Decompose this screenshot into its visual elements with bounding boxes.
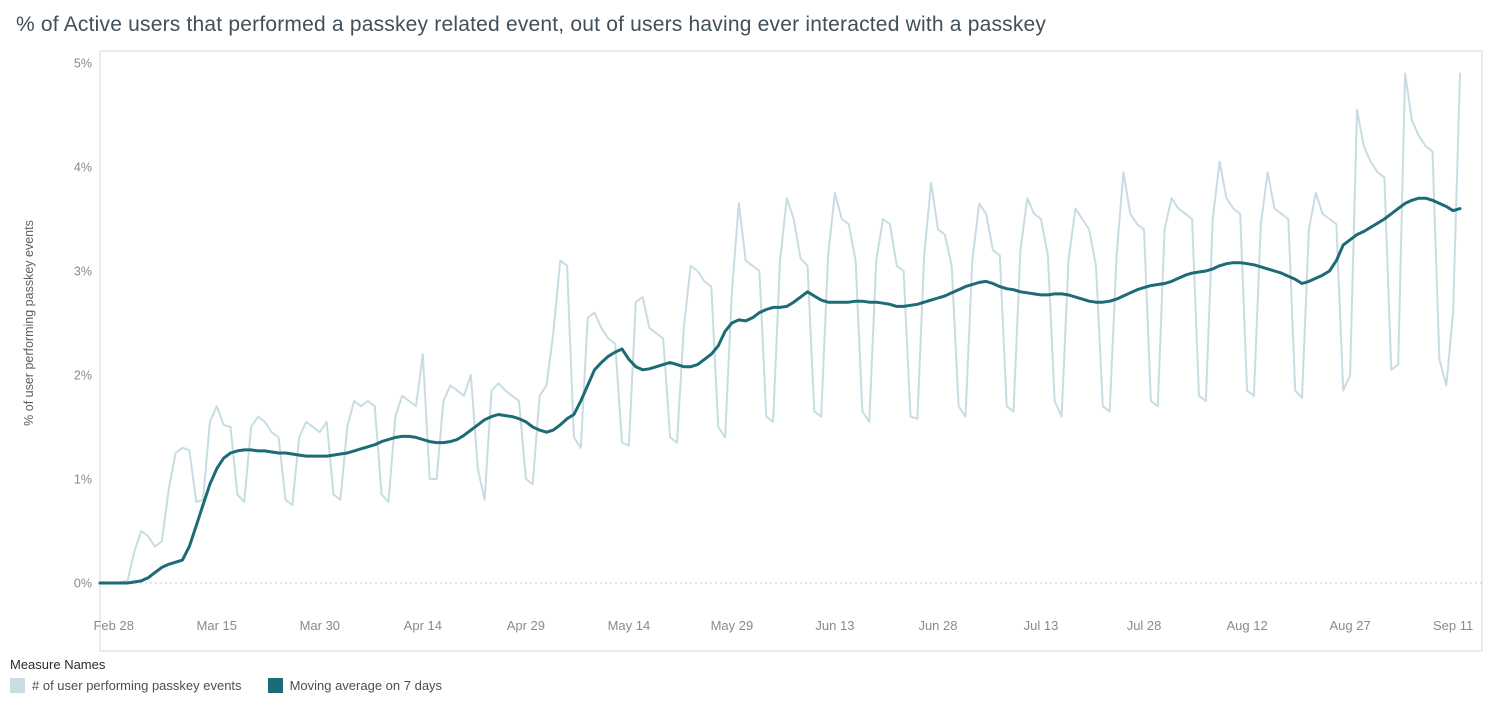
legend-row: # of user performing passkey events Movi… — [10, 678, 1500, 693]
x-tick-label: Mar 30 — [300, 618, 340, 633]
x-tick-label: Mar 15 — [197, 618, 237, 633]
y-axis-title: % of user performing passkey events — [22, 220, 36, 426]
legend-item-daily[interactable]: # of user performing passkey events — [10, 678, 242, 693]
x-tick-label: Jul 13 — [1024, 618, 1059, 633]
x-tick-label: Jun 28 — [918, 618, 957, 633]
daily-series-line[interactable] — [99, 72, 1461, 584]
moving-average-line[interactable] — [98, 196, 1462, 585]
x-tick-label: Aug 27 — [1329, 618, 1370, 633]
legend-label: # of user performing passkey events — [32, 678, 242, 693]
x-tick-label: Apr 29 — [507, 618, 545, 633]
x-tick-label: Aug 12 — [1226, 618, 1267, 633]
legend-swatch — [10, 678, 25, 693]
x-tick-label: May 29 — [711, 618, 754, 633]
legend-label: Moving average on 7 days — [289, 678, 443, 693]
y-tick-label: 0% — [74, 577, 92, 591]
y-tick-label: 1% — [74, 473, 92, 487]
x-tick-label: Jul 28 — [1127, 618, 1162, 633]
x-tick-label: Jun 13 — [815, 618, 854, 633]
legend: Measure Names # of user performing passk… — [0, 653, 1500, 693]
legend-swatch — [267, 678, 283, 693]
y-tick-label: 5% — [74, 57, 92, 71]
x-tick-label: Apr 14 — [404, 618, 442, 633]
x-tick-label: May 14 — [608, 618, 651, 633]
x-tick-label: Feb 28 — [93, 618, 133, 633]
line-chart[interactable]: 0% 1% 2% 3% 4% 5% % of user performing passkey… — [0, 41, 1500, 653]
legend-title: Measure Names — [10, 657, 106, 672]
y-tick-label: 4% — [74, 161, 92, 175]
page-title: % of Active users that performed a passk… — [16, 13, 1047, 36]
x-tick-label: Sep 11 — [1433, 618, 1473, 633]
legend-item-moving-average[interactable]: Moving average on 7 days — [267, 678, 443, 693]
y-tick-label: 2% — [74, 369, 92, 383]
y-tick-label: 3% — [74, 265, 92, 279]
